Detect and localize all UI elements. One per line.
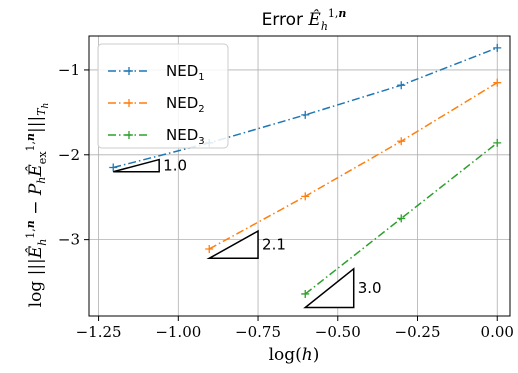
- x-tick-label: 0.00: [481, 323, 514, 341]
- data-point-ned1: [109, 163, 118, 172]
- data-point-ned2: [301, 192, 310, 201]
- legend-marker: [125, 131, 133, 139]
- y-axis-label: log |||Êh1,n − PhÊex1,n|||Th: [24, 103, 51, 308]
- slope-label: 1.0: [163, 157, 187, 175]
- legend-marker: [125, 67, 133, 75]
- x-axis-label: log(h): [269, 345, 320, 365]
- series-line-ned2: [208, 82, 498, 250]
- slope-label: 2.1: [262, 236, 286, 254]
- x-tick-label: −1.25: [76, 323, 122, 341]
- y-tick-label: −3: [58, 231, 80, 249]
- slope-label: 3.0: [358, 279, 382, 297]
- data-point-ned3: [301, 289, 310, 298]
- slope-triangle: [206, 229, 259, 260]
- data-point-ned3: [397, 214, 406, 223]
- data-point-ned2: [493, 78, 502, 87]
- x-tick-label: −0.75: [235, 323, 281, 341]
- data-point-ned1: [397, 81, 406, 90]
- legend-label-ned2: NED2: [166, 94, 205, 115]
- data-point-ned3: [493, 138, 502, 147]
- y-tick-label: −2: [58, 146, 80, 164]
- legend: NED1 NED2 NED3: [97, 43, 229, 149]
- data-point-ned1: [493, 43, 502, 52]
- tick-layer: −1.25 −1.00 −0.75 −0.50 −0.25 0.00 −3 −2 −1: [58, 61, 514, 341]
- y-tick-label: −1: [58, 61, 80, 79]
- legend-box: [97, 43, 229, 149]
- legend-marker: [125, 99, 133, 107]
- data-point-ned2: [205, 244, 214, 253]
- slope-triangle: [113, 158, 160, 173]
- series-line-ned3: [304, 142, 498, 295]
- series-line-ned1: [113, 47, 498, 169]
- x-tick-label: −1.00: [155, 323, 201, 341]
- x-tick-label: −0.50: [315, 323, 361, 341]
- data-point-ned2: [397, 137, 406, 146]
- x-tick-label: −0.25: [395, 323, 441, 341]
- chart-title: Error Êh1,n: [262, 7, 347, 33]
- data-point-ned1: [301, 110, 310, 119]
- slope-triangle: [303, 267, 355, 309]
- slope-triangles-layer: 1.0 2.1 3.0: [113, 157, 382, 309]
- plot-frame: [88, 35, 511, 317]
- legend-label-ned1: NED1: [166, 62, 205, 83]
- legend-label-ned3: NED3: [166, 126, 205, 147]
